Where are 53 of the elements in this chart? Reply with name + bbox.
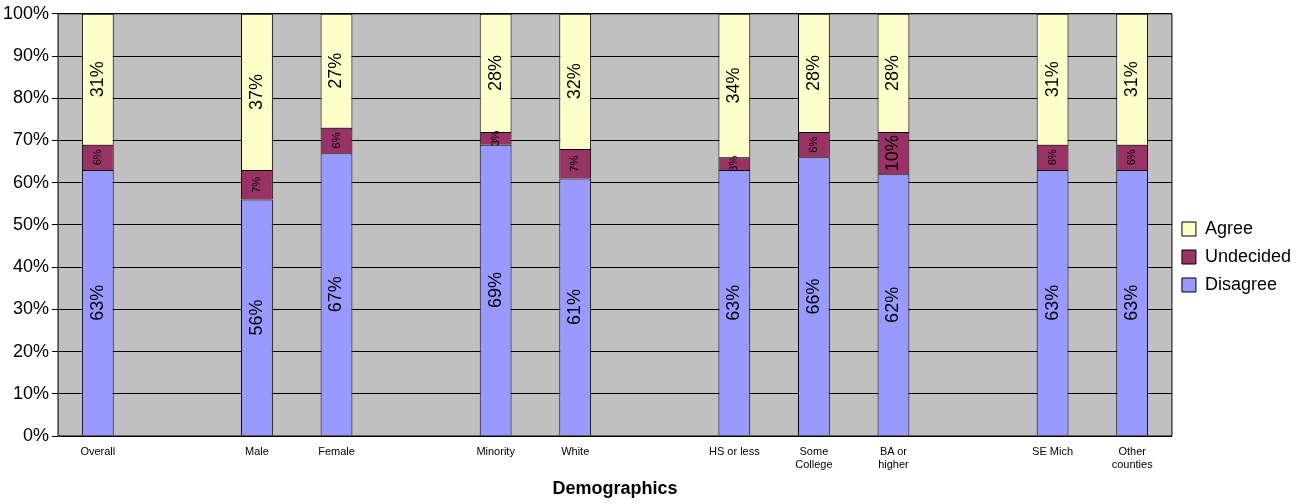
x-tick-label: Overall <box>80 444 116 457</box>
data-label: 66% <box>802 278 823 315</box>
data-label: 31% <box>86 61 107 98</box>
x-tick-label: BA or higher <box>878 444 910 470</box>
y-tick-label: 0% <box>23 424 50 445</box>
data-label: 69% <box>484 272 505 309</box>
x-tick-label: Other counties <box>1111 444 1154 470</box>
x-tick-label: White <box>561 444 590 457</box>
data-label: 63% <box>86 284 107 321</box>
data-label: 28% <box>882 54 903 91</box>
data-label: 63% <box>1121 284 1142 321</box>
data-label: 63% <box>723 284 744 321</box>
y-tick-label: 40% <box>13 256 50 277</box>
data-label: 37% <box>245 73 266 110</box>
data-label: 28% <box>484 54 505 91</box>
data-label: 10% <box>882 135 903 172</box>
y-tick-label: 30% <box>13 298 50 319</box>
data-label: 62% <box>882 286 903 323</box>
x-tick-label: SE Mich <box>1032 444 1074 457</box>
legend-label: Disagree <box>1204 273 1277 294</box>
data-label: 6% <box>90 149 103 166</box>
y-tick-label: 80% <box>13 87 50 108</box>
x-tick-label: HS or less <box>708 444 761 457</box>
data-label: 27% <box>325 52 346 89</box>
x-tick-label: Female <box>318 444 355 457</box>
data-label: 63% <box>1041 284 1062 321</box>
y-tick-label: 60% <box>13 171 50 192</box>
y-tick-label: 70% <box>13 129 50 150</box>
x-axis-title: Demographics <box>552 478 678 499</box>
data-label: 7% <box>568 155 581 172</box>
data-label: 61% <box>564 288 585 325</box>
data-label: 6% <box>806 136 819 153</box>
x-tick-label: Some College <box>795 444 833 470</box>
y-tick-label: 50% <box>13 213 50 234</box>
data-label: 34% <box>723 67 744 104</box>
data-label: 31% <box>1121 61 1142 98</box>
data-label: 6% <box>1125 149 1138 166</box>
y-tick-label: 10% <box>13 382 50 403</box>
data-label: 67% <box>325 276 346 313</box>
x-tick-label: Male <box>245 444 269 457</box>
legend-label: Undecided <box>1204 245 1291 266</box>
legend-label: Agree <box>1204 217 1253 238</box>
y-tick-label: 20% <box>13 340 50 361</box>
data-label: 6% <box>329 132 342 149</box>
data-label: 56% <box>245 299 266 336</box>
x-tick-label: Minority <box>476 444 516 457</box>
data-label: 31% <box>1041 61 1062 98</box>
data-label: 32% <box>564 63 585 100</box>
data-label: 6% <box>1045 149 1058 166</box>
y-tick-label: 100% <box>2 2 50 23</box>
data-label: 28% <box>802 54 823 91</box>
data-label: 7% <box>249 176 262 193</box>
y-tick-label: 90% <box>13 44 50 65</box>
